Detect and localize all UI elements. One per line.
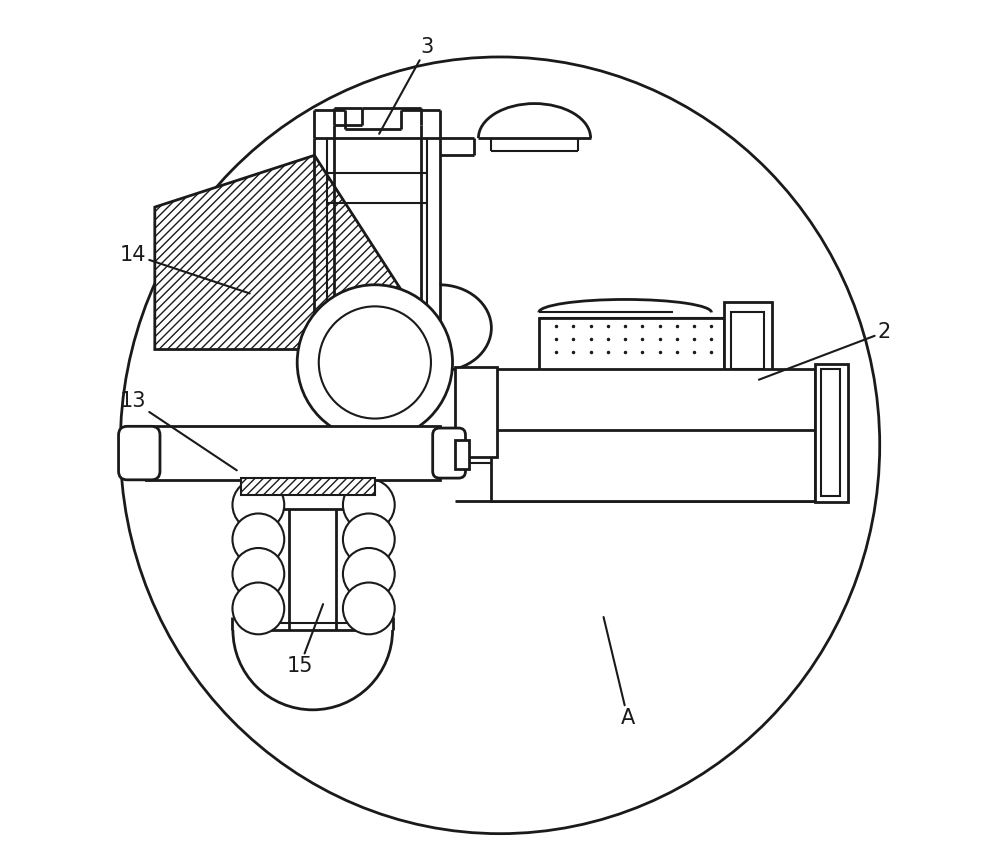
Bar xyxy=(491,369,815,432)
Text: 14: 14 xyxy=(120,244,250,293)
Bar xyxy=(731,312,764,369)
Circle shape xyxy=(232,513,284,565)
Circle shape xyxy=(297,285,453,440)
Circle shape xyxy=(319,306,431,419)
Circle shape xyxy=(343,513,395,565)
Bar xyxy=(815,364,848,502)
FancyBboxPatch shape xyxy=(433,428,465,478)
Text: 15: 15 xyxy=(287,604,323,677)
Circle shape xyxy=(343,548,395,600)
Text: 2: 2 xyxy=(759,322,891,380)
Bar xyxy=(455,440,469,469)
Circle shape xyxy=(232,479,284,531)
Bar xyxy=(491,430,815,501)
Polygon shape xyxy=(155,155,440,350)
Bar xyxy=(821,369,840,496)
Bar xyxy=(146,426,440,480)
Bar xyxy=(241,478,375,495)
Bar xyxy=(724,302,772,375)
FancyBboxPatch shape xyxy=(119,426,160,480)
Circle shape xyxy=(343,479,395,531)
Bar xyxy=(539,318,724,371)
Circle shape xyxy=(343,583,395,634)
Text: A: A xyxy=(604,617,635,728)
Circle shape xyxy=(232,583,284,634)
Bar xyxy=(455,367,497,457)
Text: 13: 13 xyxy=(120,391,237,470)
Ellipse shape xyxy=(120,57,880,834)
Circle shape xyxy=(232,548,284,600)
Text: 3: 3 xyxy=(379,37,433,134)
